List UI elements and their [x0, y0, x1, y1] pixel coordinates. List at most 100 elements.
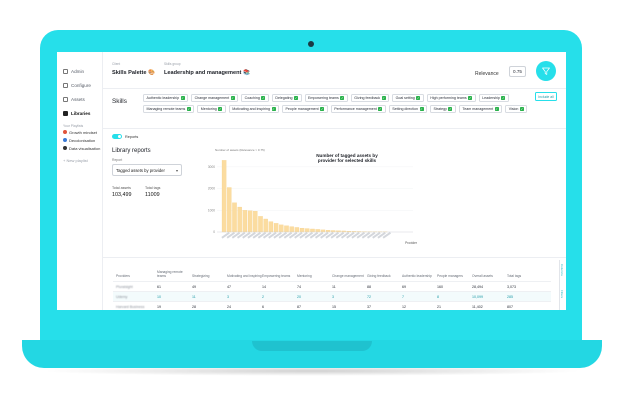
chart-bar [263, 218, 268, 233]
playlist-decolonisation[interactable]: Decolonisation [57, 136, 102, 144]
table-cell: 47 [227, 284, 231, 289]
table-cell: 6 [262, 304, 264, 309]
sidebar-item-configure[interactable]: Configure [57, 78, 102, 92]
chart-bar [331, 230, 336, 233]
table-side-panel[interactable] [559, 260, 565, 310]
table-row[interactable]: Harvard Business 19 28 24 6 87 15 37 12 21 11,402 8… [113, 302, 551, 310]
skills-group-select[interactable]: Leadership and management 📚 [164, 70, 250, 76]
skill-chip[interactable]: Managing remote teams ✓ [143, 105, 195, 113]
chart-bar [237, 206, 242, 233]
chart-bar [258, 216, 263, 233]
checkmark-icon: ✓ [294, 96, 299, 100]
table-cell: 69 [402, 284, 406, 289]
column-header[interactable]: Motivating and inspiring [227, 274, 262, 279]
x-axis-label: Provider [405, 241, 418, 245]
table-cell: 11 [192, 294, 196, 299]
include-all-button[interactable]: Include all [535, 92, 557, 101]
column-header[interactable]: People managers [437, 274, 463, 279]
y-tick-label: 3000 [208, 165, 215, 169]
gear-icon [63, 82, 68, 88]
reports-toggle[interactable] [112, 134, 122, 139]
table-cell: 28,494 [472, 284, 483, 289]
x-tick-label-redacted [294, 231, 303, 239]
chart-bar [227, 187, 232, 233]
table-cell: 15 [332, 304, 336, 309]
column-header[interactable]: Authentic leadership [402, 274, 432, 279]
skill-chip-label: Empowering teams [308, 96, 339, 100]
checkmark-icon: ✓ [230, 96, 235, 100]
app-screen: Admin Configure Assets Libraries Your Pl… [57, 52, 566, 310]
x-tick-label-redacted [314, 231, 324, 239]
column-header[interactable]: Total tags [507, 274, 522, 279]
sidebar-item-assets[interactable]: Assets [57, 92, 102, 106]
skills-group-label: Skills group [164, 62, 181, 66]
column-header[interactable]: Providers [116, 274, 130, 279]
skill-chip[interactable]: Change management ✓ [191, 94, 239, 102]
skill-chip[interactable]: Team management ✓ [458, 105, 503, 113]
column-header[interactable]: Mentoring [297, 274, 312, 279]
columns-tab[interactable]: Columns [560, 264, 564, 276]
skill-chip[interactable]: Giving feedback ✓ [350, 94, 390, 102]
chart-bar [315, 229, 320, 233]
skill-chip[interactable]: Vision ✓ [505, 105, 528, 113]
x-tick-label-redacted [382, 231, 392, 239]
report-select[interactable]: Tagged assets by provider ▾ [112, 164, 182, 176]
x-tick-label-redacted [221, 231, 230, 239]
total-tags-value: 11009 [145, 192, 160, 198]
table-row[interactable]: Pluralsight 61 49 47 14 74 11 88 69 160 28,494 3,07… [113, 282, 551, 292]
table-cell: 7 [402, 294, 404, 299]
sidebar-item-admin[interactable]: Admin [57, 64, 102, 78]
table-cell: 14 [262, 284, 266, 289]
skill-chip[interactable]: Delegating ✓ [271, 94, 302, 102]
table-row[interactable]: Udemy 10 11 3 2 20 3 72 7 8 10,099 285 [113, 292, 551, 302]
skill-chip[interactable]: Coaching ✓ [241, 94, 269, 102]
skill-chip[interactable]: Setting direction ✓ [388, 105, 428, 113]
sidebar-item-libraries[interactable]: Libraries [57, 106, 102, 120]
checkmark-icon: ✓ [271, 107, 276, 111]
column-header[interactable]: Giving feedback [367, 274, 391, 279]
skill-chip[interactable]: People management ✓ [282, 105, 328, 113]
skill-chip[interactable]: Mentoring ✓ [197, 105, 226, 113]
skill-chip[interactable]: High performing teams ✓ [426, 94, 476, 102]
column-header[interactable]: Empowering teams [262, 274, 291, 279]
skill-chip[interactable]: Goal setting ✓ [392, 94, 424, 102]
skill-chip[interactable]: Performance management ✓ [330, 105, 386, 113]
x-tick-label-redacted [361, 231, 371, 239]
playlist-label: Growth mindset [69, 129, 98, 135]
x-tick-label-redacted [226, 231, 236, 239]
skill-chip[interactable]: Authentic leadership ✓ [143, 94, 189, 102]
column-header[interactable]: Managing remote teams [157, 270, 183, 279]
table-cell: 3 [332, 294, 334, 299]
skill-chip[interactable]: Leadership ✓ [478, 94, 509, 102]
reports-toggle-label: Reports [125, 134, 139, 139]
sidebar-item-label: Admin [71, 68, 85, 74]
skill-chip[interactable]: Empowering teams ✓ [304, 94, 348, 102]
chevron-down-icon: ▾ [175, 168, 178, 173]
x-tick-label-redacted [257, 231, 267, 239]
x-tick-label-redacted [304, 231, 314, 239]
skill-chip-label: Leadership [482, 96, 500, 100]
chart-bar [299, 227, 305, 233]
checkmark-icon: ✓ [381, 96, 386, 100]
table-cell: 3 [227, 294, 229, 299]
column-header[interactable]: Change management [332, 274, 364, 279]
skill-chip-label: Motivating and inspiring [232, 107, 271, 111]
chart-bar [325, 230, 331, 233]
filters-tab[interactable]: Filters [560, 290, 564, 299]
relevance-input[interactable]: 0.75 [509, 66, 526, 77]
chart-bar [279, 224, 284, 233]
document-icon [63, 96, 68, 102]
skill-chip[interactable]: Strategy ✓ [430, 105, 456, 113]
playlist-data-visualisation[interactable]: Data visualisation [57, 144, 102, 152]
table-cell: 49 [192, 284, 196, 289]
filter-button[interactable] [536, 61, 556, 81]
client-select[interactable]: Skills Palette 🎨 [112, 70, 156, 76]
column-header[interactable]: Strategizing [192, 274, 210, 279]
total-tags-label: Total tags [145, 186, 161, 190]
new-playlist-button[interactable]: + New playlist [63, 158, 88, 163]
playlist-growth-mindset[interactable]: Growth mindset [57, 128, 102, 136]
skill-chip-label: Team management [462, 107, 494, 111]
checkmark-icon: ✓ [494, 107, 499, 111]
column-header[interactable]: Overall assets [472, 274, 493, 279]
skill-chip[interactable]: Motivating and inspiring ✓ [228, 105, 280, 113]
